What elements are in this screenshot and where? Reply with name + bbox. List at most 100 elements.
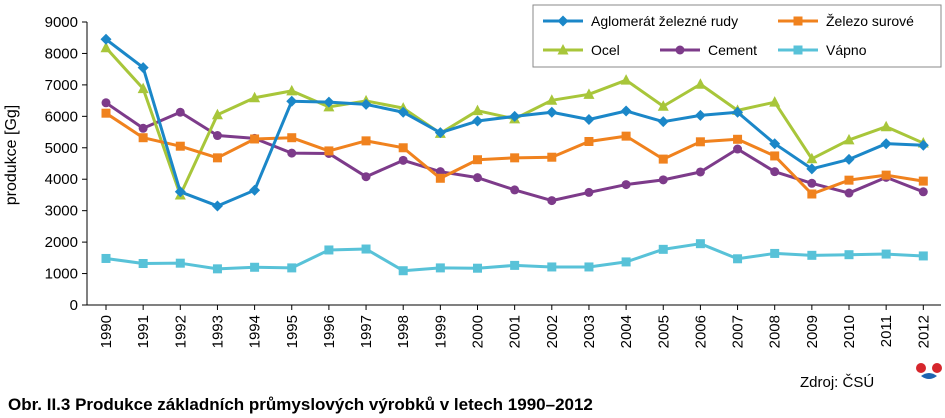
data-point bbox=[174, 186, 186, 198]
y-tick-label: 4000 bbox=[45, 171, 78, 188]
data-point bbox=[212, 264, 222, 274]
x-tick-label: 1992 bbox=[172, 315, 189, 348]
data-point bbox=[917, 139, 929, 151]
data-point bbox=[211, 108, 223, 120]
chmu-logo bbox=[916, 363, 942, 379]
data-point bbox=[769, 96, 781, 107]
x-tick-label: 1995 bbox=[284, 315, 301, 348]
data-point bbox=[286, 84, 298, 96]
data-point bbox=[361, 172, 371, 182]
data-point bbox=[621, 180, 631, 190]
data-point bbox=[101, 108, 111, 118]
data-point bbox=[843, 133, 855, 145]
data-point bbox=[658, 244, 668, 254]
series-cement bbox=[101, 98, 928, 206]
data-point bbox=[250, 262, 260, 272]
data-point bbox=[583, 113, 595, 125]
y-tick-label: 0 bbox=[70, 297, 78, 314]
x-tick-label: 1990 bbox=[98, 315, 115, 348]
data-point bbox=[880, 120, 892, 132]
figure-caption: Obr. II.3 Produkce základních průmyslový… bbox=[8, 395, 593, 414]
y-tick-label: 7000 bbox=[45, 77, 78, 94]
legend-label: Cement bbox=[708, 42, 757, 58]
data-point bbox=[844, 250, 854, 260]
data-point bbox=[250, 134, 260, 144]
y-tick-label: 6000 bbox=[45, 108, 78, 125]
data-point bbox=[695, 167, 705, 177]
data-point bbox=[733, 134, 743, 144]
data-point bbox=[324, 245, 334, 255]
x-tick-label: 2003 bbox=[581, 315, 598, 348]
data-point bbox=[101, 253, 111, 263]
data-point bbox=[843, 153, 855, 165]
data-point bbox=[138, 133, 148, 143]
data-point bbox=[138, 123, 148, 133]
data-point bbox=[472, 104, 483, 116]
data-point bbox=[473, 155, 482, 165]
data-point bbox=[881, 170, 891, 180]
legend-swatch-marker bbox=[557, 15, 569, 27]
data-point bbox=[807, 189, 817, 199]
data-point bbox=[844, 175, 854, 185]
legend-swatch-marker bbox=[793, 45, 803, 55]
x-tick-label: 1999 bbox=[432, 315, 449, 348]
data-point bbox=[434, 127, 446, 139]
data-point bbox=[694, 78, 706, 89]
legend-item: Ocel bbox=[543, 42, 620, 58]
data-point bbox=[807, 250, 817, 260]
x-tick-label: 1996 bbox=[321, 315, 338, 348]
x-tick-label: 2011 bbox=[878, 315, 895, 347]
data-point bbox=[547, 262, 557, 272]
legend-item: Vápno bbox=[778, 42, 867, 58]
data-point bbox=[510, 260, 520, 270]
legend: Aglomerát železné rudy Železo surové Ocel C… bbox=[532, 4, 942, 68]
y-tick-label: 2000 bbox=[45, 234, 78, 251]
data-point bbox=[287, 148, 297, 158]
x-tick-label: 2012 bbox=[915, 315, 932, 348]
data-point bbox=[510, 153, 520, 163]
data-point bbox=[695, 137, 705, 147]
x-tick-label: 2008 bbox=[767, 315, 784, 348]
x-axis: 1990 1991 1992 1993 1994 1995 1996 1997 1998 1999… bbox=[87, 304, 941, 348]
data-point bbox=[695, 239, 705, 249]
data-point bbox=[324, 146, 334, 156]
x-tick-label: 2006 bbox=[692, 315, 709, 348]
data-point bbox=[100, 41, 112, 53]
data-point bbox=[100, 33, 112, 45]
series-layer bbox=[100, 33, 929, 276]
x-tick-label: 2001 bbox=[507, 315, 524, 348]
data-point bbox=[769, 138, 781, 150]
data-point bbox=[286, 95, 298, 107]
data-point bbox=[287, 133, 297, 143]
data-point bbox=[397, 106, 409, 118]
data-point bbox=[435, 263, 445, 273]
data-point bbox=[473, 173, 482, 183]
x-tick-label: 2007 bbox=[730, 315, 747, 348]
x-tick-label: 2004 bbox=[618, 315, 635, 348]
legend-item: Cement bbox=[660, 42, 757, 58]
y-axis-title: produkce [Gg] bbox=[3, 105, 20, 206]
series-aglomerat-zelezne-rudy bbox=[100, 33, 929, 212]
legend-label: Ocel bbox=[591, 42, 620, 58]
data-point bbox=[361, 136, 371, 146]
data-point bbox=[732, 106, 744, 118]
data-point bbox=[807, 178, 817, 188]
data-point bbox=[844, 188, 854, 198]
data-point bbox=[546, 94, 558, 105]
data-point bbox=[547, 152, 557, 162]
data-point bbox=[473, 263, 482, 273]
legend-item: Aglomerát železné rudy bbox=[543, 13, 738, 29]
source-note: Zdroj: ČSÚ bbox=[800, 374, 875, 391]
data-point bbox=[880, 138, 892, 150]
legend-item: Železo surové bbox=[778, 13, 914, 29]
data-point bbox=[398, 266, 408, 276]
y-tick-label: 1000 bbox=[45, 266, 78, 283]
data-point bbox=[733, 254, 743, 264]
x-tick-label: 1994 bbox=[247, 315, 264, 348]
x-tick-label: 1998 bbox=[395, 315, 412, 348]
data-point bbox=[733, 144, 743, 154]
series-zelezo-surove bbox=[101, 108, 928, 199]
data-point bbox=[918, 187, 928, 197]
data-point bbox=[212, 153, 222, 163]
data-point bbox=[657, 116, 669, 128]
